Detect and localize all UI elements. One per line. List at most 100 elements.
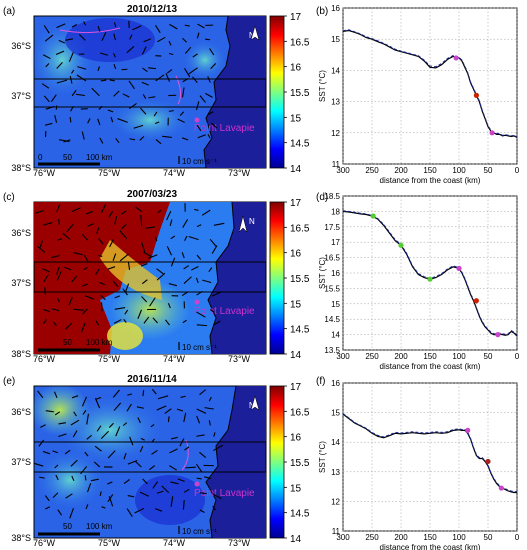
current-vector xyxy=(188,235,199,241)
current-vector xyxy=(84,451,89,457)
x-tick-label: 100 xyxy=(452,533,466,542)
colorbar-tick-label: 16 xyxy=(290,433,302,444)
y-tick-label: 11 xyxy=(332,160,341,169)
current-vector xyxy=(126,508,133,518)
current-vector xyxy=(42,54,51,60)
current-vector xyxy=(196,311,206,318)
colorbar-tick-label: 17 xyxy=(290,382,302,393)
current-vector xyxy=(71,23,78,28)
current-vector xyxy=(170,481,179,485)
map-c-colorbar-ticks: 17 16.5 16 15.5 15 14.5 14 xyxy=(284,198,310,361)
current-vector xyxy=(71,275,78,283)
current-vector xyxy=(115,426,121,437)
current-vector xyxy=(58,39,66,44)
map-c-scale-tick-1: 50 xyxy=(63,338,72,347)
current-vector xyxy=(211,245,218,254)
map-x-tick-label: 76°W xyxy=(33,538,56,548)
current-vector xyxy=(100,52,109,56)
y-tick-label: 16 xyxy=(331,269,340,278)
current-vector xyxy=(55,474,59,481)
current-vector xyxy=(125,283,130,292)
current-vector xyxy=(196,124,202,131)
current-vector xyxy=(208,267,213,272)
map-a-y-ticks: 36°S 37°S 38°S xyxy=(11,41,31,173)
panel-a-label: (a) xyxy=(3,6,15,17)
current-vector xyxy=(58,433,67,438)
map-y-tick-label: 37°S xyxy=(11,457,31,467)
current-vector xyxy=(110,116,114,123)
current-vector xyxy=(119,230,128,240)
current-vector xyxy=(204,476,212,480)
current-vector xyxy=(183,265,189,270)
colorbar-tick-label: 14.5 xyxy=(290,139,310,150)
current-vector xyxy=(112,389,120,398)
current-vector xyxy=(142,478,148,485)
map-c-point-lavapie-marker xyxy=(194,299,200,305)
x-tick-label: 300 xyxy=(336,352,350,361)
current-vector xyxy=(152,481,159,489)
current-vector xyxy=(140,241,146,253)
current-vector xyxy=(139,445,144,453)
map-e-colorbar-ticks: 17 16.5 16 15.5 15 14.5 14 xyxy=(284,382,310,545)
current-vector xyxy=(66,223,74,233)
current-vector xyxy=(169,465,178,471)
x-tick-label: 250 xyxy=(365,166,379,175)
current-vector xyxy=(112,253,117,261)
current-vector xyxy=(201,209,211,216)
current-vector xyxy=(151,388,157,395)
current-vector xyxy=(183,276,192,284)
current-vector xyxy=(81,233,88,241)
map-c-x-ticks: 76°W 75°W 74°W 73°W xyxy=(33,354,251,364)
current-vector xyxy=(99,491,102,496)
current-vector xyxy=(192,53,198,58)
current-vector xyxy=(98,105,103,111)
current-vector xyxy=(56,61,63,69)
colorbar-tick-label: 14.5 xyxy=(290,509,310,520)
map-a-land xyxy=(204,16,266,168)
colorbar-tick-label: 15.5 xyxy=(290,88,310,99)
current-vector xyxy=(135,461,142,468)
current-vector xyxy=(133,124,144,129)
current-vector xyxy=(199,389,207,396)
map-e-scale-tick-2: 100 km xyxy=(86,522,113,531)
current-vector xyxy=(109,239,115,248)
current-vector xyxy=(143,316,150,324)
current-vector xyxy=(196,290,203,296)
current-vector xyxy=(195,463,203,473)
colorbar-tick-label: 17 xyxy=(290,12,302,23)
current-vector xyxy=(128,80,135,90)
y-tick-label: 16.5 xyxy=(324,254,340,263)
current-vector xyxy=(161,485,170,494)
current-vector xyxy=(50,94,57,102)
current-vector xyxy=(136,406,144,409)
map-a-scalebar: 0 50 100 km xyxy=(38,153,113,166)
current-vector xyxy=(86,413,89,425)
current-vector xyxy=(44,495,50,502)
current-vector xyxy=(64,266,72,271)
current-vector xyxy=(156,268,164,275)
y-tick-label: 13 xyxy=(331,98,340,107)
current-vector xyxy=(108,422,114,428)
current-vector xyxy=(123,479,130,485)
current-vector xyxy=(108,496,114,507)
current-vector xyxy=(71,69,75,74)
current-vector xyxy=(127,393,133,396)
current-vector xyxy=(86,434,92,440)
current-vector xyxy=(177,478,185,482)
map-a-vectors xyxy=(41,20,218,145)
x-tick-label: 50 xyxy=(484,166,493,175)
map-a-point-lavapie-marker xyxy=(194,117,200,123)
map-e-vectors xyxy=(33,388,224,519)
current-vector xyxy=(39,476,45,479)
current-vector xyxy=(56,266,60,275)
current-vector xyxy=(114,216,118,225)
profile-point-marker xyxy=(453,55,459,61)
current-vector xyxy=(44,34,54,42)
colorbar-tick-label: 15.5 xyxy=(290,458,310,469)
current-vector xyxy=(156,405,167,411)
current-vector xyxy=(101,506,106,509)
current-vector xyxy=(95,268,100,276)
current-vector xyxy=(114,295,121,299)
map-c-scale-tick-2: 100 km xyxy=(86,338,113,347)
profile-xlabel: distance from the coast (km) xyxy=(380,176,481,185)
